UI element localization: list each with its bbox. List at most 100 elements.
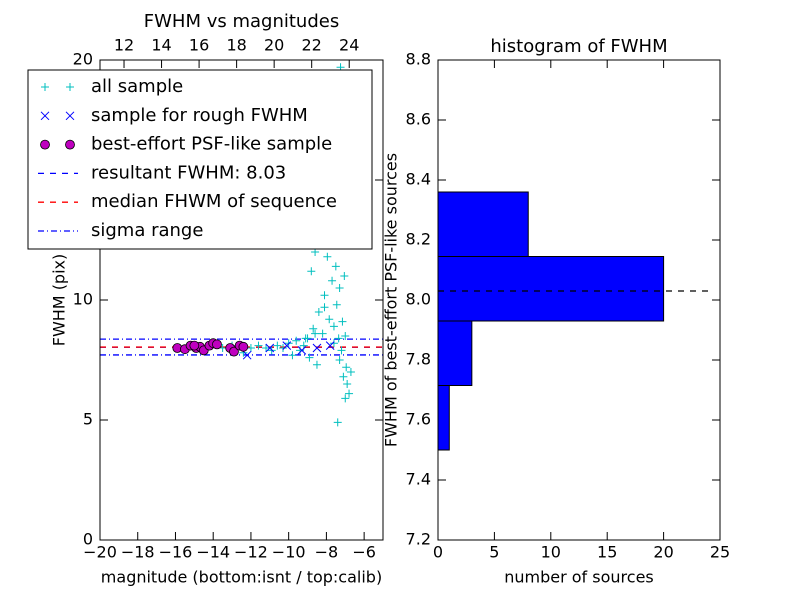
y-tick-label: 5 [83,410,93,429]
y-tick-label: 7.8 [406,350,431,369]
axes-frame [99,59,384,541]
plus-marker [333,418,342,427]
x-marker [242,350,252,360]
legend-label: all sample [91,76,183,97]
circle-marker [40,139,50,150]
x-tick-label: 20 [653,543,673,562]
y-tick-label: 8.0 [406,290,431,309]
circle-marker [238,341,249,352]
y-tick-label: 8.6 [406,110,431,129]
legend-label: resultant FWHM: 8.03 [91,162,286,183]
legend-label: sigma range [91,220,203,241]
x-marker [325,341,335,350]
y-tick-label: 8.2 [406,230,431,249]
plus-marker [292,336,301,345]
circle-marker [189,340,200,351]
y-tick-label: 8.8 [406,50,431,69]
x-marker [282,341,292,350]
plus-marker [335,284,344,292]
y-tick-label: 7.6 [406,410,431,429]
legend-box [27,69,373,250]
axes-frame [437,59,721,541]
chart-title: histogram of FWHM [490,36,667,57]
legend-label: median FHWM of sequence [91,191,337,212]
x-tick-label: 15 [597,543,617,562]
x-marker [265,343,275,353]
bar [437,191,529,257]
x-tick-label: 0 [433,543,443,562]
plus-marker [328,276,337,285]
plus-marker [335,356,344,364]
plus-marker [314,308,323,316]
bar [437,320,473,386]
x-marker [312,343,322,353]
circle-marker [212,339,222,350]
y-tick-label: 0 [83,530,93,549]
plus-marker [337,346,346,355]
top-tick-label: 16 [189,36,209,55]
legend-label: best-effort PSF-like sample [91,134,332,155]
top-tick-label: 14 [151,36,171,55]
x-tick-label: 25 [710,543,730,562]
plus-marker [262,344,271,352]
plus-marker [320,303,329,312]
plus-marker [301,334,310,343]
plus-marker [318,329,327,338]
x-tick-label: −10 [272,543,306,562]
plus-marker [295,346,304,355]
top-tick-label: 18 [226,36,246,55]
plus-marker [246,344,255,352]
top-tick-label: 12 [114,36,134,55]
bar [437,385,450,451]
plus-marker [41,83,49,91]
x-marker [297,346,307,355]
plus-marker [334,334,343,343]
x-tick-label: 5 [489,543,499,562]
plus-marker [66,83,74,91]
chart-title: FWHM vs magnitudes [144,11,339,32]
x-axis-label: number of sources [504,568,654,587]
plus-marker [340,272,349,280]
y-tick-label: 10 [73,290,93,309]
plus-marker [312,360,321,369]
plus-marker [345,389,354,398]
top-tick-label: 20 [264,36,284,55]
plus-marker [323,252,332,261]
plus-marker [331,262,340,271]
plus-marker [254,341,263,350]
circle-marker [65,139,75,150]
bar [437,256,665,322]
top-tick-label: 24 [339,36,359,55]
x-tick-label: −8 [315,543,339,562]
legend: all sample sample for rough FWHM best-effo… [27,69,373,250]
y-axis-label: FWHM of best-effort PSF-like sources [382,153,401,447]
x-axis-label: magnitude (bottom:isnt / top:calib) [101,568,382,587]
x-marker [40,111,50,121]
y-tick-label: 7.2 [406,530,431,549]
plus-marker [332,300,341,309]
legend-label: sample for rough FWHM [91,105,308,126]
plus-marker [342,363,351,372]
plus-marker [311,329,320,338]
plus-marker [309,324,318,333]
x-tick-label: −16 [159,543,193,562]
x-marker [65,111,75,121]
plus-marker [288,351,297,360]
plus-marker [329,339,338,348]
plus-marker [329,322,338,331]
plus-marker [346,368,355,376]
circle-marker [229,346,239,357]
top-tick-label: 22 [302,36,322,55]
plus-marker [273,341,282,350]
plus-marker [320,291,329,300]
plus-marker [339,372,348,381]
x-tick-label: −14 [196,543,230,562]
y-tick-label: 7.4 [406,470,431,489]
plus-marker [325,315,334,324]
plus-marker [279,344,288,352]
x-tick-label: −12 [234,543,268,562]
plus-marker [338,317,347,326]
x-tick-label: −6 [352,543,376,562]
